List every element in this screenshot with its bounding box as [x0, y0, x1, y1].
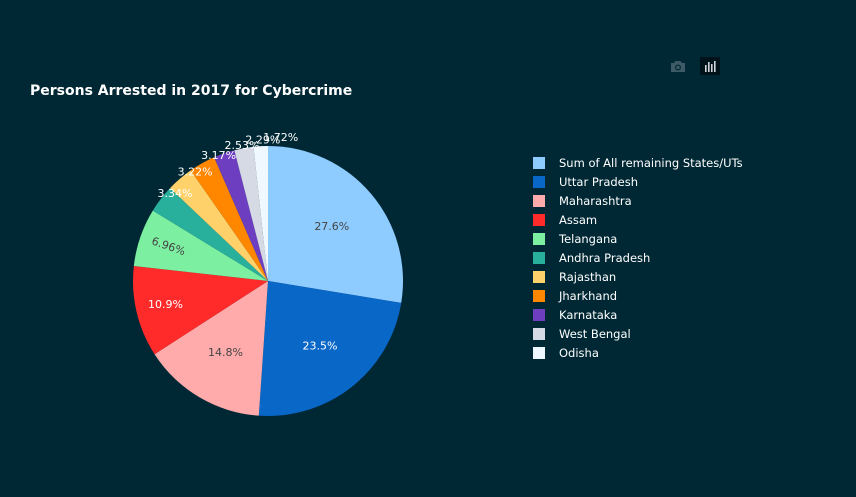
pie-slice[interactable]: [190, 157, 268, 281]
pie-slice[interactable]: [268, 146, 403, 303]
legend-item[interactable]: Jharkhand: [533, 286, 743, 305]
legend-label: Rajasthan: [559, 269, 617, 284]
legend-item[interactable]: Uttar Pradesh: [533, 172, 743, 191]
bar-chart-icon[interactable]: [700, 57, 720, 75]
modebar: [668, 57, 720, 75]
slice-label: 1.72%: [263, 131, 298, 144]
legend-label: Jharkhand: [559, 288, 618, 303]
slice-label: 2.53%: [224, 139, 259, 152]
legend-swatch: [533, 232, 545, 245]
legend-swatch: [533, 175, 545, 188]
legend-label: Andhra Pradesh: [559, 250, 651, 265]
slice-label: 3.22%: [178, 166, 213, 179]
pie-slice[interactable]: [133, 265, 268, 355]
legend-label: Assam: [559, 212, 598, 227]
legend-label: Maharashtra: [559, 193, 632, 208]
legend-item[interactable]: Telangana: [533, 229, 743, 248]
legend-swatch: [533, 270, 545, 283]
legend-swatch: [533, 156, 545, 169]
legend-swatch: [533, 289, 545, 302]
legend-swatch: [533, 308, 545, 321]
pie-slice[interactable]: [170, 170, 268, 281]
pie-slice[interactable]: [258, 281, 402, 416]
pie-slice[interactable]: [253, 146, 268, 281]
camera-icon[interactable]: [668, 57, 688, 75]
slice-label: 3.34%: [157, 187, 192, 200]
slice-label: 27.6%: [314, 220, 349, 233]
legend-label: Odisha: [559, 345, 599, 360]
legend-swatch: [533, 327, 545, 340]
pie-slice[interactable]: [214, 150, 268, 281]
slice-label: 2.29%: [245, 133, 280, 146]
legend-label: West Bengal: [559, 326, 631, 341]
legend-item[interactable]: Odisha: [533, 343, 743, 362]
legend: Sum of All remaining States/UTs Uttar Pra…: [533, 153, 743, 362]
legend-label: Telangana: [559, 231, 618, 246]
legend-item[interactable]: Assam: [533, 210, 743, 229]
legend-item[interactable]: Rajasthan: [533, 267, 743, 286]
legend-swatch: [533, 194, 545, 207]
legend-item[interactable]: Sum of All remaining States/UTs: [533, 153, 743, 172]
legend-swatch: [533, 346, 545, 359]
legend-swatch: [533, 251, 545, 264]
pie-slice[interactable]: [133, 210, 268, 281]
legend-item[interactable]: Maharashtra: [533, 191, 743, 210]
legend-label: Uttar Pradesh: [559, 174, 639, 189]
pie-slice[interactable]: [234, 146, 268, 281]
legend-item[interactable]: Karnataka: [533, 305, 743, 324]
legend-label: Sum of All remaining States/UTs: [559, 155, 743, 170]
legend-item[interactable]: West Bengal: [533, 324, 743, 343]
legend-label: Karnataka: [559, 307, 618, 322]
chart-title: Persons Arrested in 2017 for Cybercrime: [30, 83, 353, 99]
slice-label: 23.5%: [302, 340, 337, 353]
pie-slice[interactable]: [152, 188, 268, 281]
pie-slice[interactable]: [154, 281, 268, 416]
slice-label: 14.8%: [208, 346, 243, 359]
slice-label: 3.17%: [201, 149, 236, 162]
slice-label: 10.9%: [148, 298, 183, 311]
legend-swatch: [533, 213, 545, 226]
legend-item[interactable]: Andhra Pradesh: [533, 248, 743, 267]
